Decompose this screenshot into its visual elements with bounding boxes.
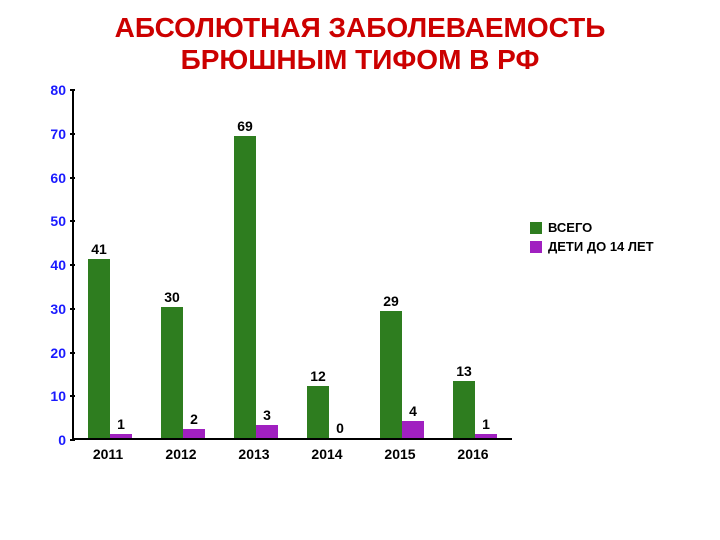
bar-value-label: 4 <box>399 403 427 419</box>
legend-swatch <box>530 222 542 234</box>
bar <box>256 425 278 438</box>
x-tick-label: 2014 <box>302 446 352 462</box>
bar-value-label: 12 <box>304 368 332 384</box>
bar-value-label: 69 <box>231 118 259 134</box>
y-tick-label: 50 <box>30 213 66 229</box>
bar-value-label: 1 <box>107 416 135 432</box>
x-tick-label: 2011 <box>83 446 133 462</box>
bar <box>234 136 256 438</box>
y-tick-label: 0 <box>30 432 66 448</box>
y-tick-label: 70 <box>30 126 66 142</box>
y-tick-label: 60 <box>30 170 66 186</box>
y-tick-label: 80 <box>30 82 66 98</box>
bar <box>380 311 402 438</box>
bar-value-label: 3 <box>253 407 281 423</box>
y-tick-label: 30 <box>30 301 66 317</box>
chart-title: АБСОЛЮТНАЯ ЗАБОЛЕВАЕМОСТЬ БРЮШНЫМ ТИФОМ … <box>0 0 720 76</box>
title-line-2: БРЮШНЫМ ТИФОМ В РФ <box>20 44 700 76</box>
bar <box>475 434 497 438</box>
bar-value-label: 30 <box>158 289 186 305</box>
x-tick-label: 2015 <box>375 446 425 462</box>
x-tick-label: 2013 <box>229 446 279 462</box>
bar-value-label: 29 <box>377 293 405 309</box>
bars-container: 41 1 30 2 69 3 12 0 29 4 13 1 <box>74 90 512 438</box>
bar-value-label: 0 <box>326 420 354 436</box>
title-line-1: АБСОЛЮТНАЯ ЗАБОЛЕВАЕМОСТЬ <box>20 12 700 44</box>
plot-area: 41 1 30 2 69 3 12 0 29 4 13 1 <box>72 90 512 440</box>
bar <box>183 429 205 438</box>
legend-swatch <box>530 241 542 253</box>
legend-label: ДЕТИ ДО 14 ЛЕТ <box>548 239 654 254</box>
legend-item: ДЕТИ ДО 14 ЛЕТ <box>530 239 654 254</box>
legend-label: ВСЕГО <box>548 220 592 235</box>
bar-value-label: 1 <box>472 416 500 432</box>
y-tick-label: 40 <box>30 257 66 273</box>
chart-area: 01020304050607080 411302693120294131 201… <box>30 90 690 490</box>
legend: ВСЕГО ДЕТИ ДО 14 ЛЕТ <box>530 220 654 258</box>
bar-value-label: 13 <box>450 363 478 379</box>
legend-item: ВСЕГО <box>530 220 654 235</box>
bar-value-label: 2 <box>180 411 208 427</box>
x-tick-label: 2016 <box>448 446 498 462</box>
x-tick-label: 2012 <box>156 446 206 462</box>
y-tick-label: 10 <box>30 388 66 404</box>
bar-value-label: 41 <box>85 241 113 257</box>
y-tick-label: 20 <box>30 345 66 361</box>
bar <box>110 434 132 438</box>
bar <box>402 421 424 439</box>
bar <box>88 259 110 438</box>
